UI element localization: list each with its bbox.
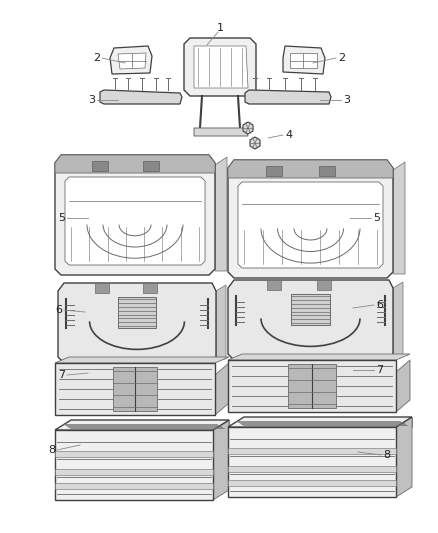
Polygon shape bbox=[184, 38, 256, 96]
Polygon shape bbox=[118, 53, 146, 69]
Polygon shape bbox=[228, 360, 396, 412]
Text: 6: 6 bbox=[376, 300, 383, 310]
Text: 1: 1 bbox=[216, 23, 223, 33]
Polygon shape bbox=[100, 90, 182, 104]
Polygon shape bbox=[228, 280, 393, 360]
Polygon shape bbox=[244, 417, 412, 427]
Polygon shape bbox=[393, 162, 405, 274]
Polygon shape bbox=[228, 160, 393, 178]
Polygon shape bbox=[243, 122, 253, 134]
Polygon shape bbox=[55, 451, 213, 457]
Polygon shape bbox=[393, 282, 403, 356]
Bar bbox=[113, 367, 157, 411]
Polygon shape bbox=[55, 430, 213, 500]
Text: 3: 3 bbox=[88, 95, 95, 105]
Polygon shape bbox=[194, 128, 248, 136]
Polygon shape bbox=[228, 354, 410, 360]
Polygon shape bbox=[55, 469, 213, 474]
Polygon shape bbox=[55, 482, 213, 489]
Text: 8: 8 bbox=[48, 445, 55, 455]
Polygon shape bbox=[213, 420, 229, 500]
Text: 7: 7 bbox=[58, 370, 65, 380]
Polygon shape bbox=[143, 161, 159, 171]
Polygon shape bbox=[65, 177, 205, 265]
Polygon shape bbox=[55, 357, 229, 363]
Polygon shape bbox=[228, 427, 396, 497]
Polygon shape bbox=[110, 46, 152, 74]
Polygon shape bbox=[55, 155, 215, 275]
Polygon shape bbox=[228, 448, 396, 454]
Polygon shape bbox=[283, 46, 325, 74]
Polygon shape bbox=[71, 420, 229, 430]
Text: 2: 2 bbox=[93, 53, 100, 63]
Text: 4: 4 bbox=[285, 130, 292, 140]
Polygon shape bbox=[55, 420, 229, 430]
Text: 5: 5 bbox=[373, 213, 380, 223]
Polygon shape bbox=[319, 166, 335, 176]
Text: 6: 6 bbox=[55, 305, 62, 315]
Polygon shape bbox=[396, 417, 412, 497]
Polygon shape bbox=[55, 363, 215, 415]
Polygon shape bbox=[238, 182, 383, 268]
Polygon shape bbox=[216, 285, 226, 359]
Text: 3: 3 bbox=[343, 95, 350, 105]
Polygon shape bbox=[118, 297, 156, 328]
Polygon shape bbox=[55, 155, 215, 173]
Bar bbox=[289, 364, 336, 408]
Polygon shape bbox=[396, 360, 410, 412]
Polygon shape bbox=[290, 53, 317, 68]
Polygon shape bbox=[266, 166, 282, 176]
Polygon shape bbox=[95, 283, 109, 293]
Polygon shape bbox=[250, 137, 260, 149]
Polygon shape bbox=[267, 280, 281, 290]
Polygon shape bbox=[228, 417, 412, 427]
Polygon shape bbox=[317, 280, 331, 290]
Text: 7: 7 bbox=[376, 365, 383, 375]
Polygon shape bbox=[228, 160, 393, 278]
Polygon shape bbox=[228, 480, 396, 486]
Polygon shape bbox=[143, 283, 157, 293]
Polygon shape bbox=[92, 161, 108, 171]
Polygon shape bbox=[228, 465, 396, 472]
Polygon shape bbox=[194, 46, 248, 88]
Text: 2: 2 bbox=[338, 53, 345, 63]
Polygon shape bbox=[291, 294, 330, 325]
Polygon shape bbox=[58, 283, 216, 363]
Polygon shape bbox=[215, 363, 229, 415]
Text: 8: 8 bbox=[383, 450, 390, 460]
Polygon shape bbox=[245, 90, 331, 104]
Polygon shape bbox=[215, 157, 227, 271]
Text: 5: 5 bbox=[58, 213, 65, 223]
